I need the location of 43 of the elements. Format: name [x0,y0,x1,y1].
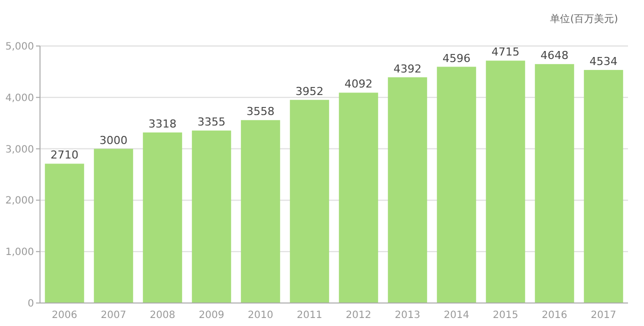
x-tick-label: 2010 [248,310,274,321]
data-label: 3355 [198,116,226,129]
x-tick-label: 2013 [394,310,420,321]
x-tick-label: 2011 [296,310,322,321]
bar [192,130,232,303]
x-tick-label: 2006 [52,310,78,321]
bar [44,164,84,303]
bar [436,66,476,303]
data-label: 4715 [492,46,520,59]
x-tick-label: 2007 [100,310,126,321]
y-tick-label: 4,000 [5,92,34,104]
x-tick-label: 2016 [542,310,568,321]
x-tick-label: 2008 [150,310,176,321]
data-label: 3952 [296,84,324,98]
bar [142,132,182,303]
y-tick-label: 5,000 [5,42,34,52]
bar [486,60,526,303]
data-label: 4534 [590,54,618,68]
data-label: 4092 [344,78,372,91]
bar [534,64,574,303]
x-tick-label: 2014 [444,310,470,321]
data-label: 4392 [394,62,422,76]
x-tick-label: 2012 [346,310,372,321]
y-tick-label: 0 [28,298,34,310]
y-tick-label: 2,000 [5,196,34,207]
bar [240,120,280,303]
y-tick-label: 3,000 [5,144,34,156]
bar [94,148,134,303]
x-tick-label: 2015 [492,310,518,321]
data-label: 2710 [50,148,78,162]
bar [290,100,330,303]
y-tick-label: 1,000 [5,247,34,258]
bar [388,77,428,303]
data-label: 3558 [246,105,274,118]
bar [338,92,378,303]
bar [584,70,624,303]
text: 单位(百万美元) [550,13,618,25]
data-label: 4596 [442,52,470,65]
x-tick-label: 2017 [590,310,616,321]
data-label: 4648 [540,49,568,62]
data-label: 3318 [148,117,176,130]
x-tick-label: 2009 [198,310,224,321]
data-label: 3000 [100,134,128,147]
